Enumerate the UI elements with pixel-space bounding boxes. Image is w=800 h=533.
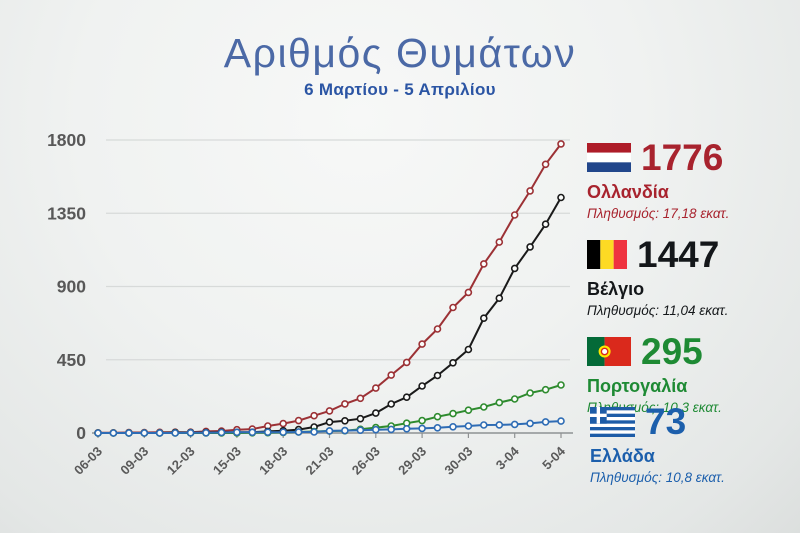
svg-text:30-03: 30-03 xyxy=(441,444,475,478)
greece-country-label: Ελλάδα xyxy=(590,446,655,466)
svg-text:900: 900 xyxy=(57,277,86,297)
svg-text:29-03: 29-03 xyxy=(395,444,429,478)
belgium-death-count: 1447 xyxy=(637,234,720,275)
netherlands-country-label: Ολλανδία xyxy=(587,182,669,202)
victims-line-chart: 0 450 900 1350 1800 06-03 09-03 12-03 15-03 18-03… xyxy=(47,130,573,478)
belgium-flag-icon xyxy=(587,240,627,269)
svg-text:26-03: 26-03 xyxy=(349,444,383,478)
svg-text:18-03: 18-03 xyxy=(256,444,290,478)
netherlands-population-label: Πληθυσμός: 17,18 εκατ. xyxy=(587,206,730,221)
svg-text:12-03: 12-03 xyxy=(164,444,198,478)
belgium-country-label: Βέλγιο xyxy=(587,279,645,299)
belgium-population-label: Πληθυσμός: 11,04 εκατ. xyxy=(587,303,729,318)
netherlands-flag-icon xyxy=(587,143,631,172)
portugal-country-label: Πορτογαλία xyxy=(587,376,688,396)
svg-text:15-03: 15-03 xyxy=(210,444,244,478)
svg-text:450: 450 xyxy=(57,350,86,370)
svg-text:1800: 1800 xyxy=(47,130,86,150)
greece-flag-icon xyxy=(590,406,635,437)
legend-item-netherlands: 1776 Ολλανδία Πληθυσμός: 17,18 εκατ. xyxy=(587,139,800,221)
portugal-flag-icon xyxy=(587,337,631,366)
page-title: Αριθμός Θυμάτων xyxy=(223,30,577,76)
page-subtitle: 6 Μαρτίου - 5 Απριλίου xyxy=(304,80,496,99)
netherlands-death-count: 1776 xyxy=(641,137,724,178)
svg-text:3-04: 3-04 xyxy=(493,443,523,473)
svg-text:1350: 1350 xyxy=(47,203,86,223)
greece-death-count: 73 xyxy=(645,401,687,442)
svg-text:06-03: 06-03 xyxy=(71,444,105,478)
greece-population-label: Πληθυσμός: 10,8 εκατ. xyxy=(590,470,725,485)
svg-text:5-04: 5-04 xyxy=(539,443,569,473)
legend-item-greece: 73 Ελλάδα Πληθυσμός: 10,8 εκατ. xyxy=(590,403,800,485)
portugal-death-count: 295 xyxy=(641,331,703,372)
legend-item-belgium: 1447 Βέλγιο Πληθυσμός: 11,04 εκατ. xyxy=(587,236,800,318)
svg-text:09-03: 09-03 xyxy=(117,444,151,478)
svg-text:21-03: 21-03 xyxy=(303,444,337,478)
svg-text:0: 0 xyxy=(76,423,86,443)
